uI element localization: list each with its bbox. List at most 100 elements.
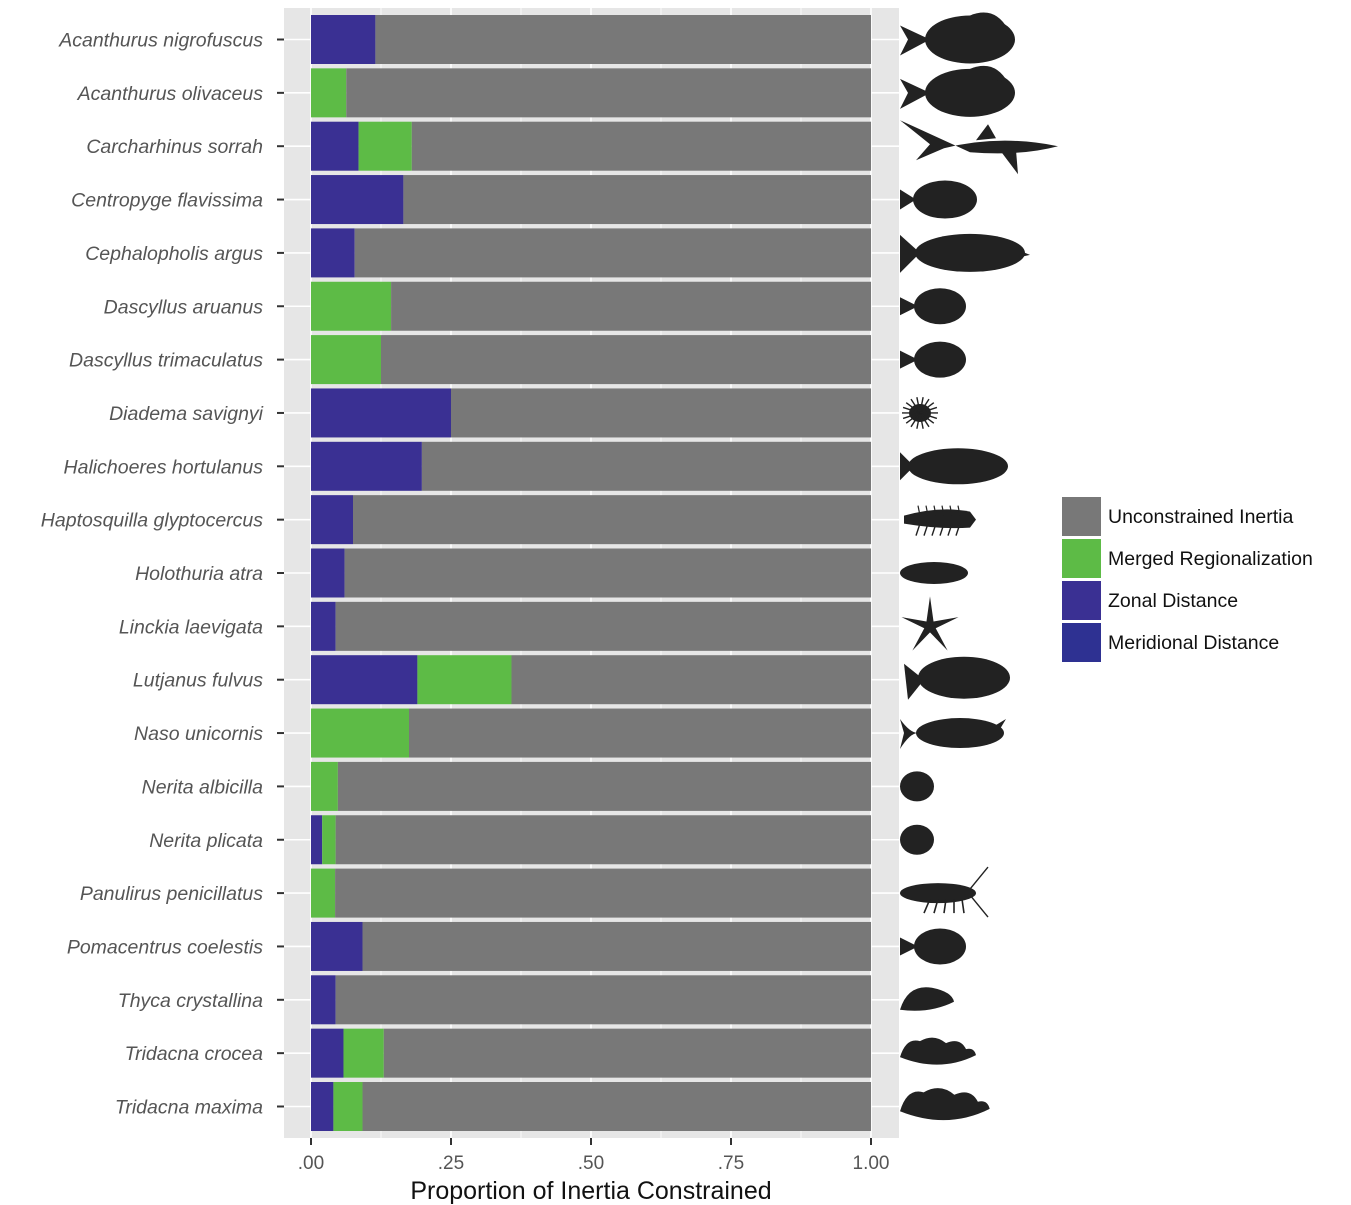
bar-segment xyxy=(451,388,871,438)
bar-segment xyxy=(311,495,353,545)
wrasse-icon xyxy=(900,448,1008,485)
legend-swatch xyxy=(1062,581,1101,620)
surgeonfish-icon xyxy=(900,65,1015,117)
bar-segment xyxy=(311,868,336,918)
x-tick-label: .00 xyxy=(298,1153,324,1174)
bar-segment xyxy=(311,281,392,331)
bar-segment xyxy=(362,1082,871,1131)
unicornfish-icon xyxy=(900,718,1006,750)
bar-segment xyxy=(358,121,412,171)
bar-segment xyxy=(383,1028,871,1078)
shark-icon xyxy=(900,120,1058,175)
bar-segment xyxy=(311,68,347,118)
y-axis-label: Diadema savignyi xyxy=(109,403,264,425)
bar-segment xyxy=(322,815,336,865)
bar-segment xyxy=(311,601,336,651)
bars xyxy=(311,15,872,1131)
species-silhouettes xyxy=(900,12,1058,1121)
x-axis: .00 .25 .50 .75 1.00 xyxy=(298,1138,890,1174)
sea-cucumber-icon xyxy=(900,562,968,584)
y-axis-label: Halichoeres hortulanus xyxy=(64,456,264,478)
y-axis-label: Naso unicornis xyxy=(134,723,263,745)
y-axis-label: Acanthurus olivaceus xyxy=(77,83,264,105)
surgeonfish-icon xyxy=(900,12,1015,64)
y-axis-label: Tridacna crocea xyxy=(125,1043,264,1065)
y-axis-label: Carcharhinus sorrah xyxy=(86,136,263,158)
y-axis-label: Centropyge flavissima xyxy=(71,190,263,212)
y-axis-label: Thyca crystallina xyxy=(118,990,263,1012)
snail-icon xyxy=(900,771,934,802)
legend-swatch xyxy=(1062,623,1101,662)
bar-segment xyxy=(409,708,871,758)
y-axis-label: Panulirus penicillatus xyxy=(80,883,263,905)
x-axis-title: Proportion of Inertia Constrained xyxy=(410,1177,771,1205)
damselfish-icon xyxy=(900,341,966,378)
bar-segment xyxy=(511,655,871,705)
legend-swatch xyxy=(1062,539,1101,578)
bar-segment xyxy=(375,15,871,64)
legend-label: Zonal Distance xyxy=(1108,590,1238,612)
bar-segment xyxy=(335,975,871,1025)
legend: Unconstrained Inertia Merged Regionalizat… xyxy=(1062,497,1313,662)
bar-segment xyxy=(411,121,871,171)
bar-segment xyxy=(403,175,871,225)
y-axis-label: Nerita plicata xyxy=(149,830,263,852)
snail-icon xyxy=(900,824,934,855)
starfish-icon xyxy=(901,596,959,651)
damselfish-icon xyxy=(900,928,966,965)
bar-segment xyxy=(311,1028,344,1078)
clam-icon xyxy=(900,1088,990,1121)
bar-segment xyxy=(311,335,381,385)
bar-segment xyxy=(421,441,871,491)
y-axis-label: Cephalopholis argus xyxy=(85,243,263,265)
bar-segment xyxy=(311,815,323,865)
bar-segment xyxy=(343,1028,384,1078)
x-tick-label: .75 xyxy=(718,1153,744,1174)
bar-segment xyxy=(354,228,871,278)
bar-segment xyxy=(311,228,355,278)
y-axis-label: Acanthurus nigrofuscus xyxy=(58,30,263,52)
bar-segment xyxy=(311,548,345,598)
legend-label: Meridional Distance xyxy=(1108,632,1279,654)
x-tick-label: .25 xyxy=(438,1153,464,1174)
legend-label: Merged Regionalization xyxy=(1108,548,1313,570)
bar-segment xyxy=(333,1082,363,1131)
y-axis-label: Haptosquilla glyptocercus xyxy=(41,510,263,532)
limpet-icon xyxy=(900,987,954,1011)
bar-segment xyxy=(311,708,409,758)
y-axis-label: Holothuria atra xyxy=(135,563,263,585)
bar-segment xyxy=(335,868,872,918)
clam-icon xyxy=(900,1037,976,1065)
y-axis-label: Tridacna maxima xyxy=(115,1097,263,1119)
sea-urchin-icon xyxy=(902,397,938,429)
y-axis-label: Dascyllus trimaculatus xyxy=(69,350,263,372)
bar-segment xyxy=(311,441,422,491)
grouper-icon xyxy=(900,233,1030,273)
bar-segment xyxy=(381,335,871,385)
bar-segment xyxy=(344,548,872,598)
bar-segment xyxy=(335,601,871,651)
angelfish-icon xyxy=(900,180,977,219)
snapper-icon xyxy=(904,656,1010,700)
bar-segment xyxy=(311,975,336,1025)
mantis-shrimp-icon xyxy=(904,505,976,536)
y-axis-label: Lutjanus fulvus xyxy=(133,670,263,692)
damselfish-icon xyxy=(900,288,966,325)
bar-segment xyxy=(311,761,338,811)
bar-segment xyxy=(335,815,871,865)
bar-segment xyxy=(353,495,871,545)
bar-segment xyxy=(346,68,871,118)
x-tick-label: .50 xyxy=(578,1153,604,1174)
y-axis-label: Dascyllus aruanus xyxy=(104,296,264,318)
bar-segment xyxy=(417,655,512,705)
y-axis-labels: Acanthurus nigrofuscus Acanthurus olivace… xyxy=(41,30,284,1119)
legend-label: Unconstrained Inertia xyxy=(1108,506,1294,528)
y-axis-label: Nerita albicilla xyxy=(142,776,264,798)
bar-segment xyxy=(311,388,451,438)
bar-segment xyxy=(362,921,871,971)
legend-swatch xyxy=(1062,497,1101,536)
x-tick-label: 1.00 xyxy=(853,1153,890,1174)
y-axis-label: Pomacentrus coelestis xyxy=(67,936,263,958)
bar-segment xyxy=(337,761,871,811)
